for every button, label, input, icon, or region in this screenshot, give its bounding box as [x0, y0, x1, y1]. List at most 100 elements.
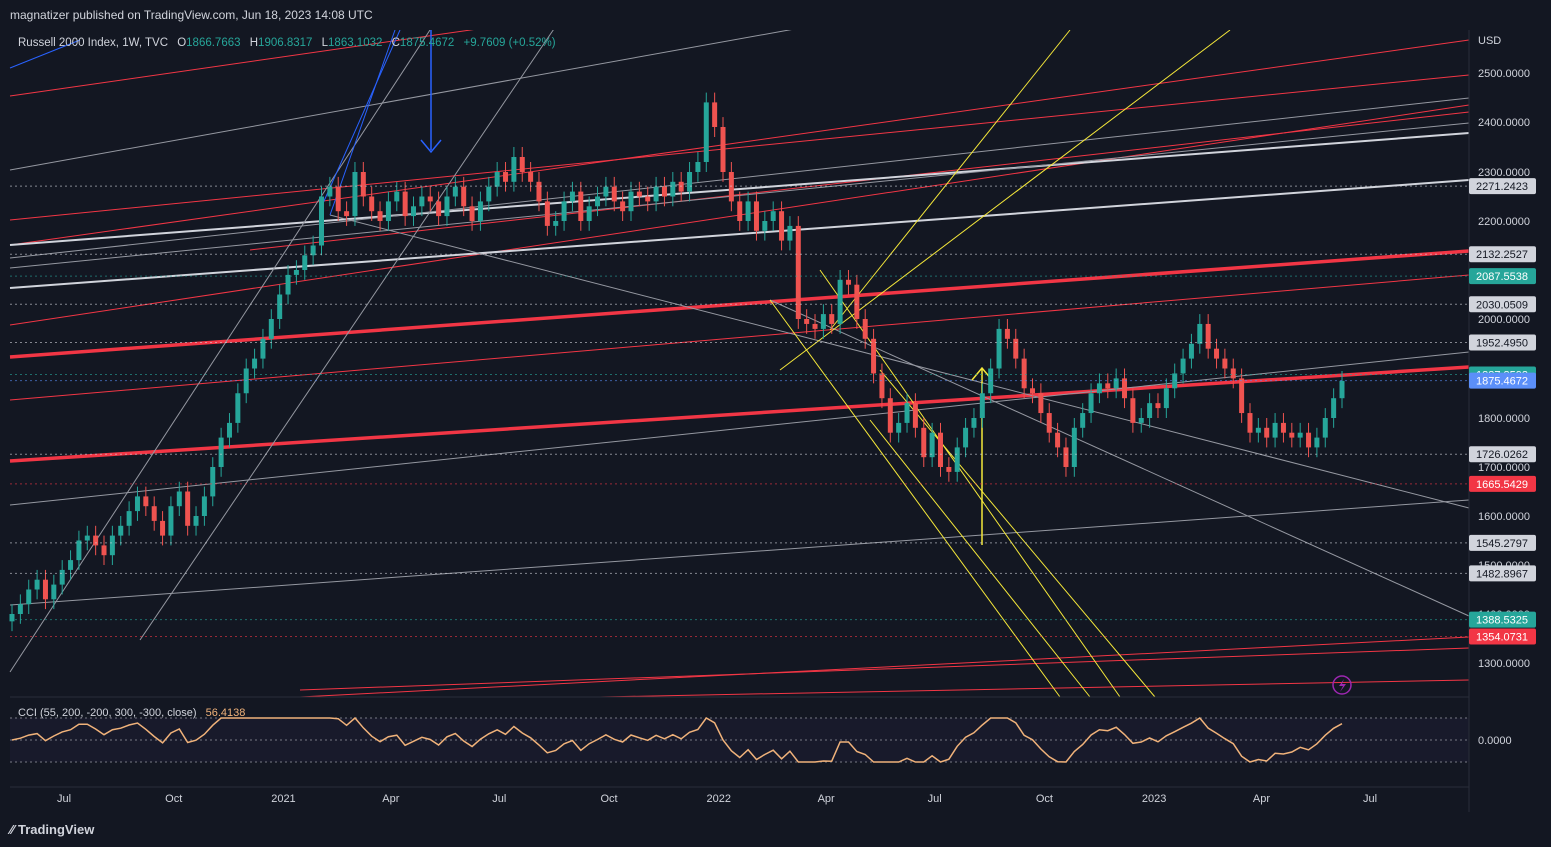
price-tag-bg: [1469, 296, 1536, 313]
y-tick-label: 2300.0000: [1478, 167, 1530, 179]
candle-body: [561, 201, 567, 221]
symbol-legend[interactable]: Russell 2000 Index, 1W, TVC O1866.7663 H…: [18, 37, 556, 49]
candle-body: [59, 569, 65, 585]
candle-body: [1113, 378, 1119, 389]
candle-body: [1230, 368, 1236, 379]
candle-body: [996, 328, 1002, 369]
candle-body: [862, 319, 868, 339]
candle-body: [603, 186, 609, 197]
candle-body: [954, 447, 960, 472]
candle-body: [1214, 348, 1220, 359]
candle-body: [76, 540, 82, 561]
candle-body: [804, 319, 810, 324]
publish-header: magnatizer published on TradingView.com,…: [0, 0, 1551, 30]
price-tag: 1482.8967: [1476, 568, 1528, 580]
candle-body: [93, 535, 99, 546]
candle-body: [151, 506, 157, 521]
candle-body: [1063, 447, 1069, 467]
trend-line: [9, 351, 1470, 506]
price-tag-bg: [1469, 628, 1536, 645]
price-tag-bg: [1469, 372, 1536, 389]
candle-body: [812, 323, 818, 329]
candle-body: [68, 560, 74, 570]
tv-logo-icon: ⁄⁄: [10, 822, 18, 837]
candle-body: [218, 437, 224, 467]
candle-body: [310, 245, 316, 256]
candle-body: [904, 403, 910, 423]
price-tag-bg: [1469, 534, 1536, 551]
trend-line: [9, 27, 801, 171]
y-tick-label: 2200.0000: [1478, 216, 1530, 228]
candle-body: [1021, 358, 1027, 389]
candle-body: [720, 127, 726, 172]
candle-body: [318, 196, 324, 246]
candle-body: [1306, 432, 1312, 448]
y-tick-label: 1800.0000: [1478, 413, 1530, 425]
candle-body: [1105, 383, 1111, 389]
candle-body: [712, 102, 718, 127]
price-tag-bg: [1469, 446, 1536, 463]
candle-body: [770, 211, 776, 221]
cci-line: [11, 716, 1343, 763]
candle-body: [1205, 323, 1211, 349]
candle-body: [427, 196, 433, 202]
lightning-icon[interactable]: [1332, 675, 1352, 695]
candle-body: [469, 206, 475, 221]
candle-body: [252, 358, 258, 369]
candle-body: [820, 314, 826, 329]
candle-body: [1264, 427, 1270, 438]
candle-body: [17, 604, 23, 614]
candle-body: [678, 181, 684, 192]
time-axis[interactable]: Jul Oct 2021 Apr Jul Oct 2022 Apr Jul Oct 2023 Apr J…: [57, 793, 1377, 805]
cci-legend[interactable]: CCI (55, 200, -200, 300, -300, close) 56…: [18, 707, 245, 719]
tradingview-logo[interactable]: ⁄⁄ TradingView: [10, 822, 95, 837]
candle-body: [377, 211, 383, 221]
candle-body: [569, 191, 575, 202]
candle-body: [101, 545, 107, 556]
price-tag-bg: [1469, 475, 1536, 492]
candle-body: [277, 294, 283, 319]
candle-body: [896, 422, 902, 433]
candle-body: [210, 467, 216, 497]
candle-body: [260, 338, 266, 359]
high-value: 1906.8317: [258, 37, 312, 49]
candle-body: [528, 172, 534, 182]
candle-body: [385, 201, 391, 221]
candle-body: [737, 201, 743, 221]
x-tick-label: Apr: [382, 793, 399, 805]
candle-body: [268, 319, 274, 339]
change-value: +9.7609 (+0.52%): [464, 37, 556, 49]
trend-line: [319, 29, 401, 211]
candle-body: [1172, 373, 1178, 389]
candle-body: [344, 211, 350, 217]
candle-body: [1147, 403, 1153, 418]
cci-label: CCI (55, 200, -200, 300, -300, close): [18, 707, 197, 719]
candle-body: [411, 206, 417, 217]
candle-body: [837, 279, 843, 324]
candle-body: [1197, 323, 1203, 344]
candle-body: [26, 589, 32, 605]
candle-body: [937, 432, 943, 467]
candle-body: [1339, 380, 1345, 399]
candle-body: [444, 196, 450, 217]
candle-body: [620, 201, 626, 212]
candle-body: [143, 496, 149, 507]
candle-body: [1071, 427, 1077, 467]
candle-body: [653, 186, 659, 202]
candle-body: [1046, 413, 1052, 433]
candle-body: [971, 418, 977, 428]
candle-body: [829, 314, 835, 324]
trend-line: [769, 299, 1061, 698]
candle-body: [795, 225, 801, 319]
candle-body: [854, 284, 860, 319]
y-tick-label: 1700.0000: [1478, 462, 1530, 474]
currency-label: USD: [1478, 35, 1501, 47]
candle-body: [1188, 343, 1194, 359]
candle-body: [419, 196, 425, 207]
candle-body: [611, 186, 617, 202]
candle-body: [536, 181, 542, 202]
candle-body: [369, 196, 375, 212]
candle-body: [494, 172, 500, 187]
